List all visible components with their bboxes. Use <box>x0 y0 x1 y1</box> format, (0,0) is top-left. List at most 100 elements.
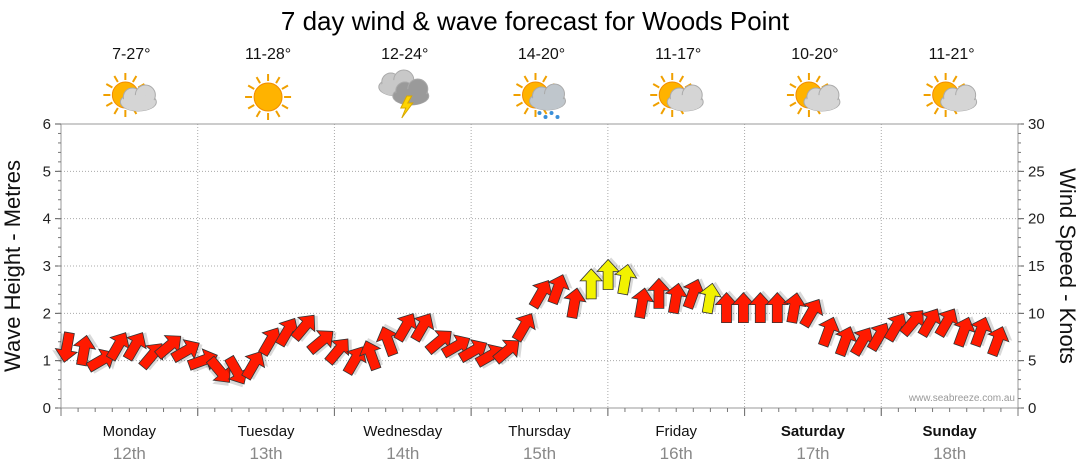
sun-ray <box>652 83 660 89</box>
sun-ray <box>113 75 119 83</box>
wind-arrow-body <box>358 340 382 372</box>
sunny-icon <box>245 74 292 120</box>
wind-arrow <box>153 335 185 361</box>
right-tick-label: 0 <box>1028 400 1036 417</box>
wind-arrow-body <box>440 334 471 359</box>
wind-arrow-body <box>274 317 299 348</box>
sun-disc <box>253 82 283 112</box>
sun-showers-icon <box>513 73 566 119</box>
wind-arrow-body <box>818 316 841 348</box>
sun-ray <box>247 104 255 110</box>
wind-arrow <box>970 316 996 348</box>
temperature-label: 7-27° <box>112 46 150 63</box>
day-label: Sunday <box>923 423 978 440</box>
partly-cloudy-icon <box>923 73 978 117</box>
wind-arrow <box>358 337 384 372</box>
sun-ray <box>515 101 524 107</box>
right-tick-label: 15 <box>1028 258 1045 275</box>
temperature-label: 12-24° <box>381 46 428 63</box>
left-tick-label: 3 <box>43 258 51 275</box>
sun-ray <box>523 75 529 83</box>
sun-ray <box>926 83 934 89</box>
left-tick-label: 1 <box>43 353 51 370</box>
temperature-label: 11-17° <box>655 46 701 63</box>
wind-arrow-body <box>596 258 621 290</box>
wind-arrow-body <box>563 287 587 320</box>
sun-ray <box>660 107 666 115</box>
wind-arrow <box>731 290 758 324</box>
sun-ray <box>797 107 803 115</box>
day-label: Thursday <box>508 423 571 440</box>
date-label: 17th <box>796 444 829 463</box>
wind-arrow <box>613 262 640 296</box>
sun-ray <box>797 75 803 83</box>
wind-arrow <box>630 286 657 320</box>
wind-arrow-body <box>987 326 1010 358</box>
sun-ray <box>105 83 113 89</box>
wind-arrow <box>563 286 590 320</box>
wind-arrow-body <box>205 355 231 383</box>
sun-ray <box>523 107 529 115</box>
wind-arrow <box>290 314 319 343</box>
chart-title: 7 day wind & wave forecast for Woods Poi… <box>281 6 790 36</box>
wind-arrow <box>324 338 353 366</box>
wind-arrow <box>52 331 79 364</box>
wind-arrow-body <box>54 331 79 363</box>
wind-arrow <box>223 354 249 388</box>
wind-arrow <box>799 298 827 329</box>
sun-ray <box>275 110 281 118</box>
left-tick-label: 0 <box>43 400 51 417</box>
wind-arrow-body <box>849 327 874 357</box>
wind-arrow-body <box>883 313 908 343</box>
temperature-labels: 7-27° 11-28° 12-24° 14-20° 11-17° 10-20° 11-21… <box>112 46 975 63</box>
wind-arrow <box>105 332 133 362</box>
wind-arrow-body <box>783 292 807 324</box>
wind-arrow <box>646 276 673 309</box>
wind-arrow-body <box>492 339 520 365</box>
wind-arrow <box>849 327 877 357</box>
wind-arrow-body <box>799 298 824 329</box>
wind-arrow-body <box>714 292 739 324</box>
wind-arrow-body <box>528 280 553 310</box>
wind-arrow <box>579 266 606 300</box>
sun-ray <box>933 107 940 115</box>
cloud-fill <box>121 95 156 111</box>
left-tick-label: 6 <box>43 116 51 133</box>
sun-ray <box>281 104 289 110</box>
partly-cloudy-icon <box>103 73 157 117</box>
wind-arrow-body <box>241 351 266 381</box>
day-label: Wednesday <box>363 423 442 440</box>
wind-arrow <box>241 351 269 381</box>
wind-arrow-body <box>664 282 689 315</box>
sun-ray <box>255 76 261 84</box>
wind-arrow-body <box>224 354 249 385</box>
sun-ray <box>952 75 958 83</box>
wind-arrow <box>424 330 455 356</box>
wind-arrow-body <box>731 292 756 324</box>
left-tick-label: 2 <box>43 305 51 322</box>
wind-arrow <box>934 308 962 338</box>
wind-arrow <box>122 332 150 362</box>
wind-arrow-body <box>834 326 858 358</box>
sun-ray <box>789 101 797 107</box>
date-label: 14th <box>386 444 419 463</box>
wind-arrow <box>457 339 490 365</box>
wind-arrow <box>818 316 844 348</box>
wind-arrow <box>596 257 623 290</box>
temperature-label: 14-20° <box>518 46 565 63</box>
wind-arrows <box>52 257 1013 388</box>
wind-arrow-body <box>393 313 418 343</box>
day-label: Friday <box>655 423 697 440</box>
partly-cloudy-icon <box>650 73 704 117</box>
weather-icons <box>103 69 978 120</box>
wind-arrow-body <box>170 339 200 364</box>
wind-arrow <box>698 281 725 315</box>
date-label: 18th <box>933 444 966 463</box>
right-tick-label: 20 <box>1028 211 1045 228</box>
right-tick-label: 30 <box>1028 116 1045 133</box>
cloud-fill <box>530 94 565 110</box>
wind-arrow-body <box>511 313 536 343</box>
wind-arrow-body <box>748 292 773 324</box>
wind-arrow-body <box>630 287 655 320</box>
